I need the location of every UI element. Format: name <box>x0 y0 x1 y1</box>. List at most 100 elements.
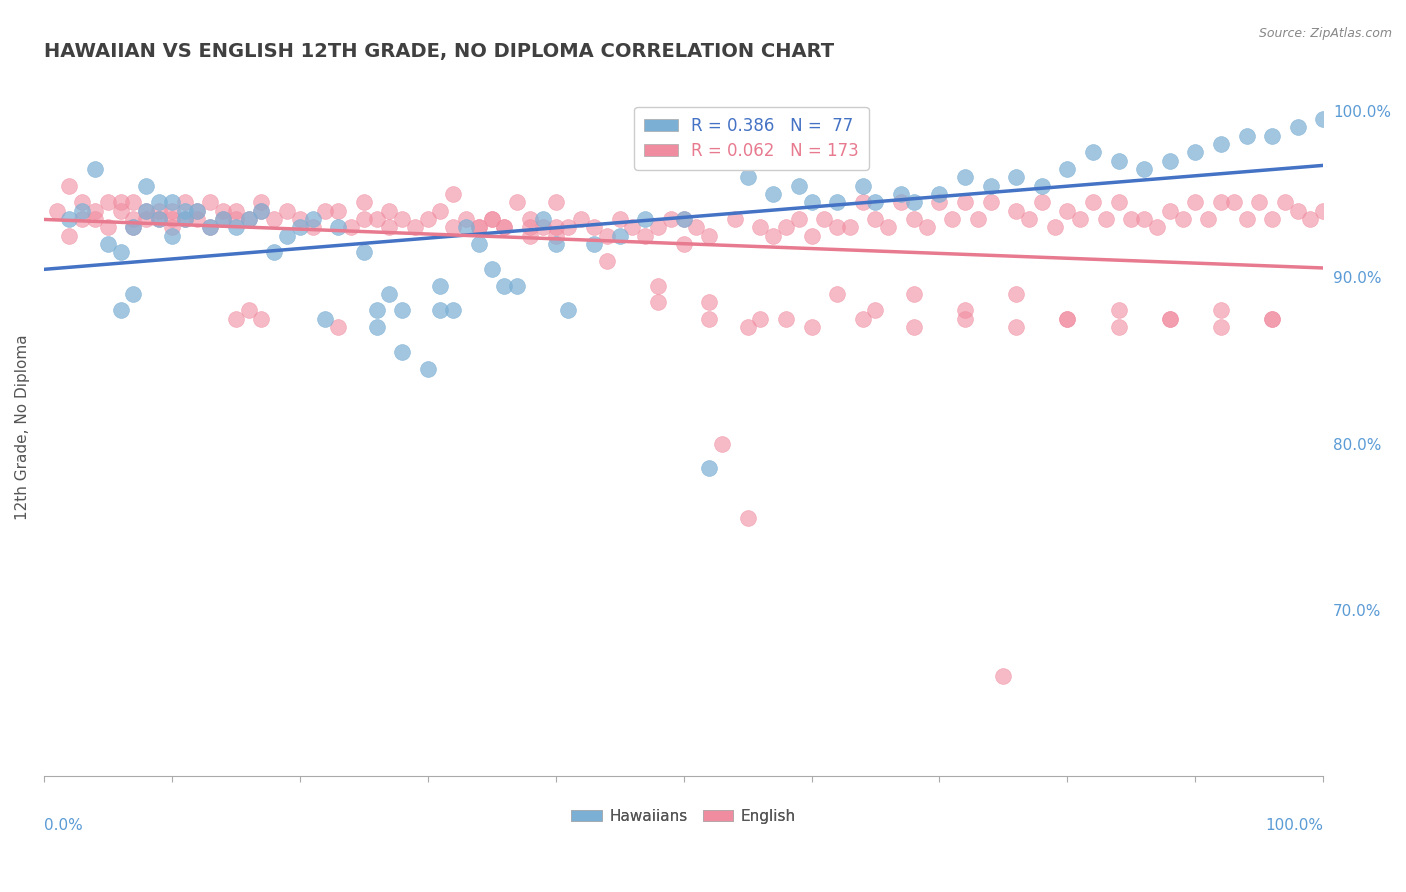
Point <box>852 311 875 326</box>
Point <box>1108 320 1130 334</box>
Point <box>531 220 554 235</box>
Point <box>953 195 976 210</box>
Point <box>263 245 285 260</box>
Point <box>353 195 375 210</box>
Point <box>160 195 183 210</box>
Point <box>596 228 619 243</box>
Point <box>710 436 733 450</box>
Point <box>941 211 963 226</box>
Point <box>838 220 860 235</box>
Point <box>980 178 1002 193</box>
Point <box>1005 203 1028 218</box>
Point <box>454 211 477 226</box>
Point <box>173 211 195 226</box>
Point <box>1159 153 1181 168</box>
Point <box>84 203 107 218</box>
Point <box>378 220 401 235</box>
Point <box>429 303 451 318</box>
Point <box>366 320 388 334</box>
Point <box>148 211 170 226</box>
Point <box>953 303 976 318</box>
Point <box>519 228 541 243</box>
Point <box>609 211 631 226</box>
Point <box>1081 145 1104 160</box>
Point <box>391 345 413 359</box>
Point <box>72 203 94 218</box>
Point <box>825 286 848 301</box>
Point <box>825 220 848 235</box>
Point <box>1299 211 1322 226</box>
Point <box>1209 137 1232 152</box>
Point <box>1121 211 1143 226</box>
Point <box>1261 128 1284 143</box>
Point <box>1108 153 1130 168</box>
Point <box>865 211 887 226</box>
Point <box>1056 311 1078 326</box>
Point <box>903 195 925 210</box>
Point <box>544 236 567 251</box>
Point <box>494 220 516 235</box>
Point <box>1159 203 1181 218</box>
Point <box>953 311 976 326</box>
Point <box>122 286 145 301</box>
Point <box>378 203 401 218</box>
Point <box>1133 162 1156 177</box>
Point <box>928 195 950 210</box>
Point <box>737 511 759 525</box>
Point <box>328 320 350 334</box>
Y-axis label: 12th Grade, No Diploma: 12th Grade, No Diploma <box>15 334 30 520</box>
Point <box>250 311 273 326</box>
Point <box>544 228 567 243</box>
Point <box>903 320 925 334</box>
Point <box>58 228 80 243</box>
Point <box>634 211 657 226</box>
Point <box>634 228 657 243</box>
Point <box>647 295 669 310</box>
Text: 0.0%: 0.0% <box>44 818 83 833</box>
Point <box>1133 211 1156 226</box>
Point <box>1159 311 1181 326</box>
Point <box>72 211 94 226</box>
Text: HAWAIIAN VS ENGLISH 12TH GRADE, NO DIPLOMA CORRELATION CHART: HAWAIIAN VS ENGLISH 12TH GRADE, NO DIPLO… <box>44 42 834 61</box>
Point <box>135 211 157 226</box>
Point <box>468 220 491 235</box>
Point <box>135 203 157 218</box>
Point <box>1209 303 1232 318</box>
Point <box>160 220 183 235</box>
Point <box>225 311 247 326</box>
Point <box>544 195 567 210</box>
Point <box>454 220 477 235</box>
Point <box>1184 145 1206 160</box>
Point <box>775 311 797 326</box>
Point <box>852 178 875 193</box>
Point <box>647 220 669 235</box>
Point <box>468 220 491 235</box>
Point <box>238 211 260 226</box>
Point <box>1108 303 1130 318</box>
Point <box>135 203 157 218</box>
Point <box>441 220 464 235</box>
Point <box>391 211 413 226</box>
Point <box>928 187 950 202</box>
Point <box>441 303 464 318</box>
Point <box>276 203 298 218</box>
Point <box>506 278 529 293</box>
Point <box>391 303 413 318</box>
Point <box>378 286 401 301</box>
Point <box>481 211 503 226</box>
Point <box>301 211 323 226</box>
Point <box>429 278 451 293</box>
Point <box>1261 311 1284 326</box>
Point <box>1236 128 1258 143</box>
Point <box>72 195 94 210</box>
Point <box>148 203 170 218</box>
Point <box>225 220 247 235</box>
Point <box>1261 211 1284 226</box>
Point <box>1069 211 1091 226</box>
Point <box>148 195 170 210</box>
Point <box>160 211 183 226</box>
Point <box>724 211 747 226</box>
Point <box>1184 195 1206 210</box>
Point <box>1286 120 1309 135</box>
Point <box>903 211 925 226</box>
